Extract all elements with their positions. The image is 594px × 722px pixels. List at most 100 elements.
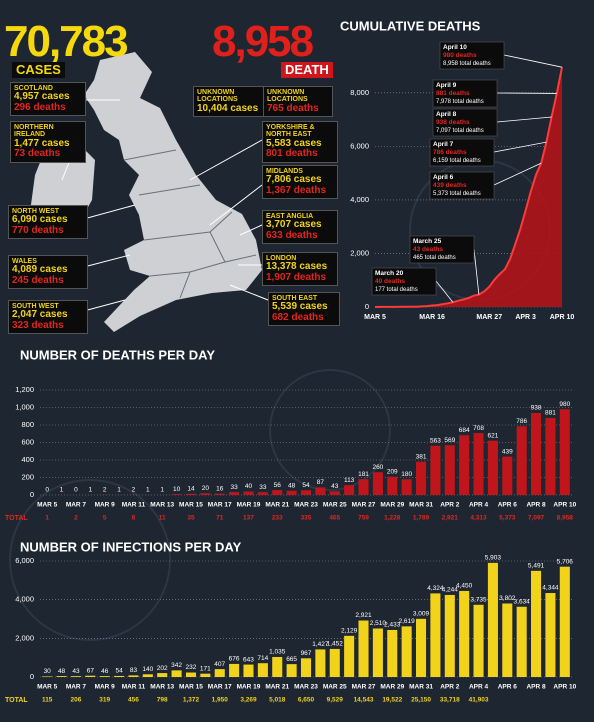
x-tick-label: MAR 27 [352, 684, 376, 691]
bar [344, 635, 355, 677]
region-box: UNKNOWN LOCATIONS 10,404 cases [193, 86, 267, 118]
region-name: SOUTH EAST [272, 295, 318, 302]
data-label: 83 [130, 667, 138, 674]
data-label: 980 [559, 401, 570, 408]
data-label: 569 [444, 437, 455, 444]
x-tick-label: MAR 7 [66, 684, 87, 691]
bar [329, 491, 340, 495]
data-label: 46 [101, 668, 109, 675]
data-label: 181 [358, 471, 369, 478]
data-label: 54 [302, 482, 310, 489]
total-label: 206 [71, 697, 82, 704]
region-deaths: 633 deaths [266, 229, 318, 241]
bar [502, 456, 513, 495]
data-label: 5,491 [528, 563, 545, 570]
annotation-date: April 10 [443, 44, 467, 51]
data-label: 202 [157, 665, 168, 672]
y-tick-label: 1,000 [15, 402, 34, 411]
annotation-total: 177 total deaths [375, 287, 418, 293]
bar [372, 628, 383, 677]
data-label: 260 [372, 464, 383, 471]
region-cases: 4,089 cases [12, 264, 68, 276]
total-label: 41,903 [469, 697, 489, 704]
bar [358, 620, 369, 677]
data-label: 232 [186, 664, 197, 671]
region-deaths: 323 deaths [12, 319, 64, 331]
annotation-deaths: 980 deaths [443, 52, 477, 59]
total-label: 7,097 [528, 515, 545, 522]
bar [487, 562, 498, 677]
total-label: 19,522 [382, 697, 402, 704]
total-label: 1,950 [212, 697, 229, 704]
total-label: 5 [103, 515, 107, 522]
data-label: 56 [274, 482, 282, 489]
region-name: WALES [12, 258, 37, 265]
region-cases: 3,707 cases [266, 219, 322, 231]
bar [387, 629, 398, 677]
total-label: 1,228 [384, 515, 401, 522]
x-tick-label: APR 10 [550, 314, 575, 321]
bar [415, 461, 427, 495]
bar [157, 673, 168, 677]
data-label: 407 [214, 661, 225, 668]
data-label: 4,344 [542, 585, 559, 592]
data-label: 967 [301, 650, 312, 657]
data-label: 48 [288, 483, 296, 490]
bar [473, 604, 484, 677]
bar [545, 417, 556, 495]
bar [315, 487, 326, 495]
total-deaths: 8,958 [212, 17, 314, 66]
annotation-date: April 9 [436, 82, 457, 89]
region-cases: 4,957 cases [14, 91, 70, 103]
region-borders [123, 149, 257, 299]
region-box: YORKSHIRE & NORTH EAST 5,583 cases 801 dea… [262, 121, 338, 163]
annotation-leader [493, 141, 547, 153]
bar [444, 594, 455, 677]
annotation-total: 7,097 total deaths [436, 128, 484, 134]
region-deaths: 1,907 deaths [266, 271, 327, 283]
bar [300, 490, 312, 495]
bar [372, 472, 383, 495]
annotation-deaths: 786 deaths [433, 149, 467, 156]
data-label: 33 [230, 484, 238, 491]
annotation-date: March 25 [413, 238, 442, 245]
region-deaths: 296 deaths [14, 101, 66, 113]
x-tick-label: MAR 17 [208, 684, 232, 691]
region-name: UNKNOWN LOCATIONS [197, 89, 238, 104]
total-label: 2 [74, 515, 78, 522]
data-label: 3,634 [514, 598, 531, 605]
region-deaths: 801 deaths [266, 148, 318, 160]
x-tick-label: APR 8 [526, 502, 546, 509]
data-label: 2 [103, 487, 107, 494]
bar [487, 440, 498, 495]
annotation-total: 8,958 total deaths [443, 61, 491, 67]
bar [56, 676, 67, 677]
y-tick-label: 2,000 [15, 633, 34, 642]
bar [401, 479, 412, 495]
x-tick-label: MAR 23 [294, 684, 318, 691]
bar [315, 649, 326, 677]
bar [286, 664, 297, 677]
bar [70, 676, 81, 677]
total-label: 137 [243, 515, 254, 522]
x-tick-label: MAR 21 [265, 502, 289, 509]
data-label: 665 [286, 656, 297, 663]
chart-title: CUMULATIVE DEATHS [340, 18, 481, 33]
region-deaths: 682 deaths [272, 311, 324, 323]
leader-line [209, 184, 263, 226]
annotation-total: 465 total deaths [413, 255, 456, 261]
bar [185, 672, 197, 677]
x-tick-label: MAR 29 [380, 684, 404, 691]
x-tick-label: MAR 29 [380, 502, 404, 509]
data-label: 0 [45, 487, 49, 494]
data-label: 563 [430, 437, 441, 444]
region-name: LONDON [266, 255, 297, 262]
annotation-date: April 7 [433, 141, 454, 148]
y-tick-label: 0 [30, 672, 34, 681]
annotation-box [429, 171, 495, 200]
virus-decor [9, 479, 171, 641]
y-tick-label: 2,000 [350, 248, 369, 257]
bar [243, 491, 254, 495]
region-deaths: 765 deaths [267, 102, 319, 114]
total-label: 8,958 [557, 515, 574, 522]
